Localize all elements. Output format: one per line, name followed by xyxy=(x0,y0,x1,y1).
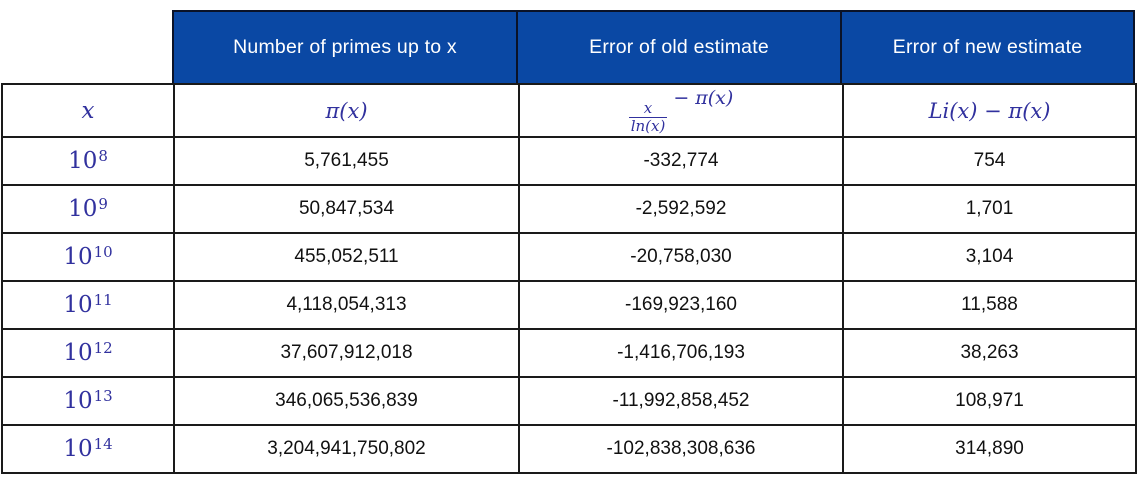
old-error-cell: -1,416,706,193 xyxy=(518,328,844,378)
table-row: 108 5,761,455 -332,774 754 xyxy=(1,136,1137,186)
power-of-ten: 108 xyxy=(68,148,108,174)
old-error-value: -332,774 xyxy=(643,150,719,171)
mantissa: 10 xyxy=(63,388,93,414)
symbol-x-cell: x xyxy=(1,83,175,138)
pi-value: 455,052,511 xyxy=(294,246,399,267)
old-error-cell: -169,923,160 xyxy=(518,280,844,330)
table-row: 109 50,847,534 -2,592,592 1,701 xyxy=(1,184,1137,234)
exponent: 11 xyxy=(93,291,113,309)
power-of-ten: 109 xyxy=(68,196,108,222)
symbol-header-row: x π(x) x ln(x) − π(x) Li(x) − π(x) xyxy=(1,83,1137,138)
table-row: 1010 455,052,511 -20,758,030 3,104 xyxy=(1,232,1137,282)
power-of-ten: 1011 xyxy=(63,292,112,318)
new-error-value: 3,104 xyxy=(965,246,1014,267)
symbol-new-estimate-cell: Li(x) − π(x) xyxy=(842,83,1137,138)
new-error-cell: 314,890 xyxy=(842,424,1137,474)
old-error-value: -2,592,592 xyxy=(635,198,727,219)
new-error-cell: 3,104 xyxy=(842,232,1137,282)
x-cell: 1011 xyxy=(1,280,175,330)
exponent: 9 xyxy=(98,195,108,213)
new-error-cell: 38,263 xyxy=(842,328,1137,378)
group-header-band: Number of primes up to x Error of old es… xyxy=(172,10,1135,85)
pi-cell: 5,761,455 xyxy=(173,136,520,186)
symbol-x: x xyxy=(81,97,95,124)
pi-value: 4,118,054,313 xyxy=(286,294,407,315)
exponent: 10 xyxy=(93,243,113,261)
table-row: 1013 346,065,536,839 -11,992,858,452 108… xyxy=(1,376,1137,426)
new-error-value: 754 xyxy=(973,150,1006,171)
mantissa: 10 xyxy=(63,340,93,366)
exponent: 13 xyxy=(93,387,113,405)
old-error-value: -11,992,858,452 xyxy=(612,390,750,411)
table-row: 1012 37,607,912,018 -1,416,706,193 38,26… xyxy=(1,328,1137,378)
x-cell: 1010 xyxy=(1,232,175,282)
exponent: 14 xyxy=(93,435,113,453)
pi-cell: 4,118,054,313 xyxy=(173,280,520,330)
x-cell: 1013 xyxy=(1,376,175,426)
pi-cell: 3,204,941,750,802 xyxy=(173,424,520,474)
exponent: 8 xyxy=(98,147,108,165)
pi-value: 5,761,455 xyxy=(304,150,389,171)
fraction-numerator: x xyxy=(643,98,653,117)
pi-cell: 37,607,912,018 xyxy=(173,328,520,378)
power-of-ten: 1014 xyxy=(63,436,112,462)
power-of-ten: 1013 xyxy=(63,388,112,414)
new-error-cell: 11,588 xyxy=(842,280,1137,330)
fraction-denominator: ln(x) xyxy=(628,116,668,135)
power-of-ten: 1010 xyxy=(63,244,112,270)
pi-value: 3,204,941,750,802 xyxy=(267,438,426,459)
new-error-value: 314,890 xyxy=(955,438,1024,459)
new-error-value: 38,263 xyxy=(960,342,1019,363)
new-error-cell: 754 xyxy=(842,136,1137,186)
pi-cell: 346,065,536,839 xyxy=(173,376,520,426)
pi-cell: 455,052,511 xyxy=(173,232,520,282)
table-row: 1011 4,118,054,313 -169,923,160 11,588 xyxy=(1,280,1137,330)
old-error-value: -20,758,030 xyxy=(630,246,732,267)
old-error-cell: -11,992,858,452 xyxy=(518,376,844,426)
group-header-old-error: Error of old estimate xyxy=(516,10,842,85)
pi-value: 37,607,912,018 xyxy=(280,342,413,363)
old-error-value: -1,416,706,193 xyxy=(617,342,745,363)
symbol-pi-cell: π(x) xyxy=(173,83,520,138)
prime-data-table: x π(x) x ln(x) − π(x) Li(x) − π(x) 108 5… xyxy=(1,83,1137,474)
symbol-old-estimate-cell: x ln(x) − π(x) xyxy=(518,83,844,138)
old-error-cell: -332,774 xyxy=(518,136,844,186)
new-error-cell: 108,971 xyxy=(842,376,1137,426)
x-cell: 108 xyxy=(1,136,175,186)
table-row: 1014 3,204,941,750,802 -102,838,308,636 … xyxy=(1,424,1137,474)
new-error-value: 1,701 xyxy=(965,198,1014,219)
mantissa: 10 xyxy=(63,244,93,270)
mantissa: 10 xyxy=(63,292,93,318)
symbol-li-minus-pi: Li(x) − π(x) xyxy=(928,98,1051,123)
symbol-pi: π(x) xyxy=(325,98,368,123)
group-header-new-error: Error of new estimate xyxy=(840,10,1135,85)
x-cell: 1014 xyxy=(1,424,175,474)
new-error-value: 108,971 xyxy=(955,390,1024,411)
pi-value: 50,847,534 xyxy=(298,198,395,219)
x-cell: 109 xyxy=(1,184,175,234)
old-error-cell: -2,592,592 xyxy=(518,184,844,234)
mantissa: 10 xyxy=(63,436,93,462)
pi-value: 346,065,536,839 xyxy=(275,390,418,411)
fraction-x-over-lnx: x ln(x) xyxy=(628,98,668,135)
old-error-value: -102,838,308,636 xyxy=(606,438,756,459)
old-error-cell: -102,838,308,636 xyxy=(518,424,844,474)
pi-cell: 50,847,534 xyxy=(173,184,520,234)
new-error-cell: 1,701 xyxy=(842,184,1137,234)
new-error-value: 11,588 xyxy=(961,294,1018,315)
old-error-cell: -20,758,030 xyxy=(518,232,844,282)
exponent: 12 xyxy=(93,339,113,357)
group-header-primes: Number of primes up to x xyxy=(172,10,518,85)
symbol-minus-pi: − π(x) xyxy=(673,86,734,109)
mantissa: 10 xyxy=(68,196,98,222)
mantissa: 10 xyxy=(68,148,98,174)
old-error-value: -169,923,160 xyxy=(625,294,737,315)
power-of-ten: 1012 xyxy=(63,340,112,366)
x-cell: 1012 xyxy=(1,328,175,378)
